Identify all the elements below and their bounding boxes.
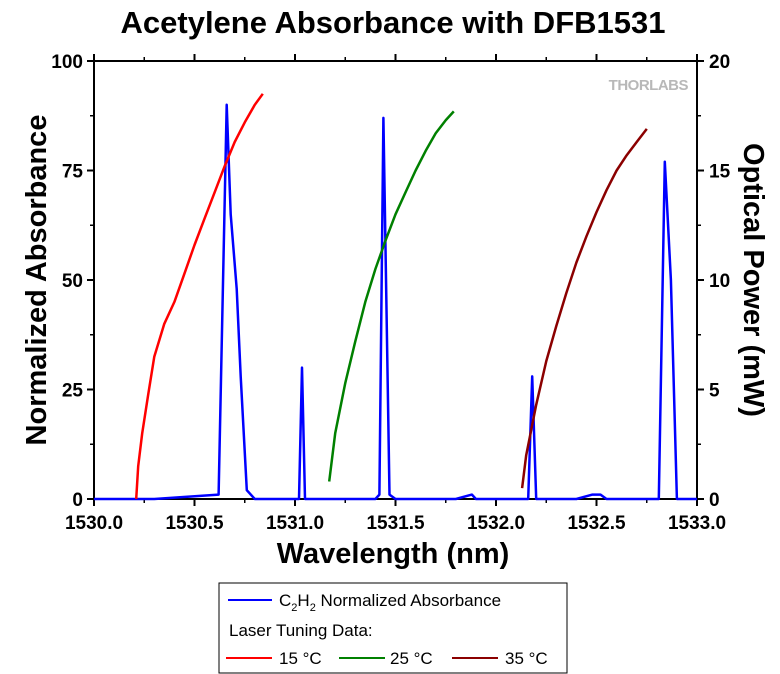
series-line-25c <box>327 110 455 482</box>
legend-abs-rest: Normalized Absorbance <box>316 591 501 610</box>
y2-tick-label: 0 <box>709 490 720 511</box>
legend-abs-c: C <box>279 591 291 610</box>
y-tick-label: 100 <box>51 52 83 73</box>
y-axis-label: Normalized Absorbance <box>21 115 53 446</box>
y2-tick-label: 20 <box>709 52 730 73</box>
series-line-15c <box>134 93 264 500</box>
y-tick-label: 75 <box>62 162 84 183</box>
legend-box <box>218 582 568 674</box>
y2-tick-label: 15 <box>709 162 731 183</box>
x-tick-label: 1531.5 <box>366 513 425 534</box>
y2-tick-label: 5 <box>709 381 720 402</box>
chart-title: Acetylene Absorbance with DFB1531 <box>121 5 666 40</box>
legend-label-15c: 15 °C <box>279 649 322 668</box>
series-line-35c <box>520 128 648 489</box>
x-axis-label: Wavelength (nm) <box>277 538 510 570</box>
x-tick-label: 1531.0 <box>266 513 324 534</box>
plot-frame <box>93 60 698 500</box>
y2-tick-label: 10 <box>709 271 730 292</box>
series-line-absorbance <box>94 103 697 501</box>
x-tick-label: 1530.5 <box>165 513 224 534</box>
x-tick-label: 1532.0 <box>467 513 525 534</box>
legend-label-35c: 35 °C <box>505 649 548 668</box>
legend-abs-sub1: 2 <box>291 602 297 614</box>
legend: C2H2 Normalized Absorbance Laser Tuning … <box>218 582 568 674</box>
y-tick-label: 50 <box>62 271 83 292</box>
y-tick-label: 25 <box>62 381 84 402</box>
x-tick-label: 1530.0 <box>65 513 123 534</box>
plot-area: 1530.0 1530.5 1531.0 1531.5 1532.0 1532.5 1533… <box>51 52 730 534</box>
y2-axis-label: Optical Power (mW) <box>737 143 769 417</box>
y-tick-label: 0 <box>72 490 83 511</box>
thorlabs-logo: THORLABS <box>609 77 689 94</box>
legend-abs-h: H <box>297 591 309 610</box>
x-tick-label: 1532.5 <box>567 513 626 534</box>
legend-abs-sub2: 2 <box>310 602 316 614</box>
x-tick-label: 1533.0 <box>668 513 726 534</box>
legend-label-absorbance: C2H2 Normalized Absorbance <box>279 591 501 614</box>
legend-label-25c: 25 °C <box>390 649 433 668</box>
legend-header: Laser Tuning Data: <box>229 621 373 640</box>
